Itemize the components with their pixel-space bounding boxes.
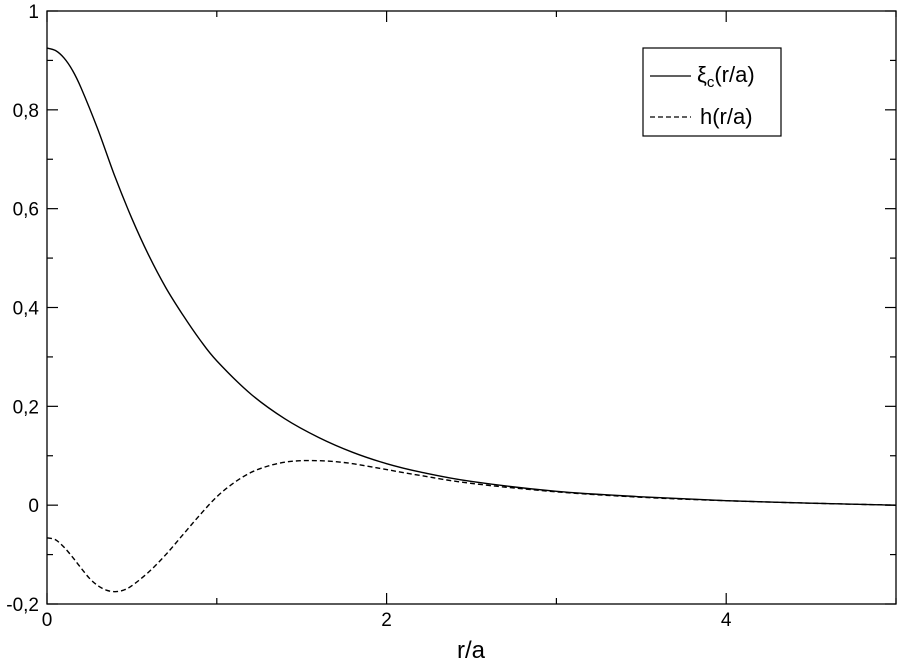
y-tick-label: 0,8 xyxy=(13,101,39,122)
legend-box xyxy=(642,47,782,137)
legend-label-xi: ξc(r/a) xyxy=(697,62,755,91)
y-tick-label: 0 xyxy=(28,496,39,517)
axis-tick-labels: 0 2 4-0,200,20,40,60,81 xyxy=(6,2,732,631)
series-h-line xyxy=(46,459,897,593)
y-tick-label: 0,2 xyxy=(13,397,39,418)
legend-label-h: h(r/a) xyxy=(700,104,753,129)
axis-ticks xyxy=(46,10,897,605)
x-tick-label: 4 xyxy=(721,610,732,631)
legend: ξc(r/a) h(r/a) xyxy=(642,47,782,137)
x-tick-label: 2 xyxy=(381,610,392,631)
series-lines xyxy=(46,47,897,593)
y-tick-label: -0,2 xyxy=(6,595,39,616)
x-axis-label: r/a xyxy=(457,637,486,663)
y-tick-label: 0,6 xyxy=(13,200,39,221)
x-tick-label: 0 xyxy=(42,610,53,631)
y-tick-label: 0,4 xyxy=(13,299,40,320)
y-tick-label: 1 xyxy=(28,2,39,23)
